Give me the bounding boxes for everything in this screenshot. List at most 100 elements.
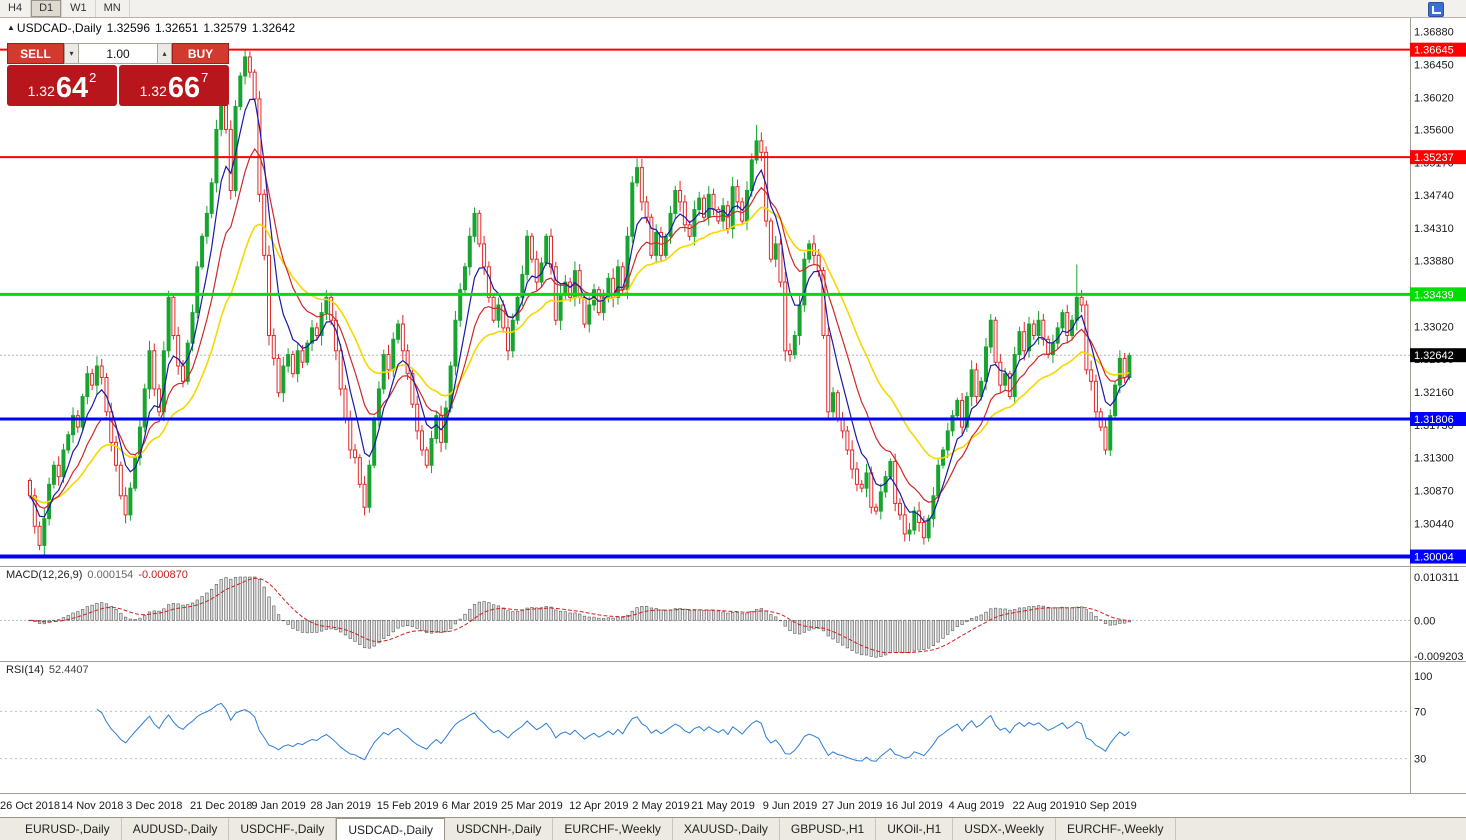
price-badges: 1.36645 1.35237 1.33439 1.31806 1.30004 1.326…: [1410, 42, 1466, 564]
chart-tab-usdcad-daily[interactable]: USDCAD-,Daily: [336, 818, 446, 840]
svg-text:1.33020: 1.33020: [1414, 321, 1454, 333]
svg-text:14 Nov 2018: 14 Nov 2018: [61, 800, 123, 812]
fast-ma-line: [29, 98, 1130, 523]
chart-symbol-period: USDCAD-,Daily: [16, 21, 102, 35]
pane-separators: [0, 18, 1466, 794]
svg-text:1.36020: 1.36020: [1414, 92, 1454, 104]
svg-text:22 Aug 2019: 22 Aug 2019: [1012, 800, 1074, 812]
svg-text:25 Mar 2019: 25 Mar 2019: [501, 800, 563, 812]
svg-text:21 Dec 2018: 21 Dec 2018: [190, 800, 252, 812]
svg-text:1.36880: 1.36880: [1414, 27, 1454, 39]
buy-price-prefix: 1.32: [139, 83, 167, 99]
svg-text:100: 100: [1414, 671, 1432, 683]
ohlc-close: 1.32642: [251, 21, 296, 35]
svg-text:1.35600: 1.35600: [1414, 124, 1454, 136]
timeframe-button-h4[interactable]: H4: [0, 0, 32, 17]
svg-text:12 Apr 2019: 12 Apr 2019: [569, 800, 628, 812]
sell-button[interactable]: SELL: [7, 43, 64, 64]
svg-text:1.35237: 1.35237: [1414, 152, 1454, 164]
svg-text:1.31300: 1.31300: [1414, 453, 1454, 465]
timeframe-button-mn[interactable]: MN: [96, 0, 130, 17]
svg-text:0.00: 0.00: [1414, 615, 1435, 627]
svg-text:1.30004: 1.30004: [1414, 552, 1454, 564]
timeframe-button-d1[interactable]: D1: [31, 0, 63, 17]
slow-ma-line: [29, 206, 1130, 504]
svg-text:1.30440: 1.30440: [1414, 518, 1454, 530]
ohlc-low: 1.32579: [203, 21, 247, 35]
svg-text:28 Jan 2019: 28 Jan 2019: [310, 800, 371, 812]
svg-text:2 May 2019: 2 May 2019: [632, 800, 689, 812]
chart-tab-usdcnh-daily[interactable]: USDCNH-,Daily: [445, 818, 554, 840]
svg-text:1.34310: 1.34310: [1414, 223, 1454, 235]
chart-tab-eurchf-weekly[interactable]: EURCHF-,Weekly: [1056, 818, 1176, 840]
svg-text:21 May 2019: 21 May 2019: [691, 800, 755, 812]
sell-price-prefix: 1.32: [27, 83, 55, 99]
macd-main-value: 0.000154: [87, 569, 134, 581]
svg-text:1.36645: 1.36645: [1414, 45, 1454, 57]
svg-text:1.36450: 1.36450: [1414, 60, 1454, 72]
buy-price-pip: 7: [201, 70, 209, 85]
sell-price-display[interactable]: 1.32 64 2: [7, 65, 117, 106]
svg-text:9 Jun 2019: 9 Jun 2019: [763, 800, 817, 812]
macd-pane: [0, 576, 1410, 658]
svg-text:70: 70: [1414, 706, 1426, 718]
svg-text:9 Jan 2019: 9 Jan 2019: [251, 800, 305, 812]
buy-price-display[interactable]: 1.32 66 7: [119, 65, 229, 106]
chart-tab-gbpusd-h1[interactable]: GBPUSD-,H1: [780, 818, 877, 840]
date-axis[interactable]: 26 Oct 2018 14 Nov 2018 3 Dec 2018 21 Dec 2…: [0, 800, 1137, 812]
buy-button[interactable]: BUY: [172, 43, 229, 64]
svg-text:1.34740: 1.34740: [1414, 190, 1454, 202]
svg-text:1.33439: 1.33439: [1414, 289, 1454, 301]
macd-signal-line: [29, 577, 1130, 654]
svg-text:16 Jul 2019: 16 Jul 2019: [886, 800, 943, 812]
chart-tab-usdchf-daily[interactable]: USDCHF-,Daily: [229, 818, 337, 840]
symbol-arrow-icon: ▲: [7, 23, 15, 32]
timeframe-buttons: H4 D1 W1 MN: [0, 0, 130, 17]
svg-text:6 Mar 2019: 6 Mar 2019: [442, 800, 498, 812]
rsi-value: 52.4407: [48, 664, 89, 676]
chart-tab-usdx-weekly[interactable]: USDX-,Weekly: [953, 818, 1057, 840]
timeframe-button-w1[interactable]: W1: [62, 0, 96, 17]
mid-ma-line: [29, 147, 1130, 509]
buy-price-digits: 66: [167, 72, 201, 104]
sell-price-pip: 2: [89, 70, 97, 85]
moving-averages: [29, 98, 1130, 523]
volume-decrease-button[interactable]: ▾: [64, 43, 79, 64]
chart-tab-eurusd-daily[interactable]: EURUSD-,Daily: [14, 818, 122, 840]
macd-indicator-label: MACD(12,26,9) 0.000154 -0.000870: [6, 569, 193, 581]
svg-text:-0.009203: -0.009203: [1414, 651, 1464, 663]
chart-tab-eurchf-weekly[interactable]: EURCHF-,Weekly: [553, 818, 673, 840]
rsi-pane: [0, 702, 1410, 762]
svg-text:15 Feb 2019: 15 Feb 2019: [377, 800, 439, 812]
svg-text:1.31806: 1.31806: [1414, 414, 1454, 426]
price-axis[interactable]: 1.368801.364501.360201.356001.351701.347…: [1414, 27, 1464, 766]
support-resistance-lines: [0, 48, 1410, 559]
svg-text:10 Sep 2019: 10 Sep 2019: [1074, 800, 1136, 812]
chart-title: ▲ USDCAD-,Daily 1.32596 1.32651 1.32579 1.326…: [7, 21, 300, 35]
volume-input[interactable]: [79, 43, 157, 64]
svg-text:1.32642: 1.32642: [1414, 350, 1454, 362]
svg-text:3 Dec 2018: 3 Dec 2018: [126, 800, 182, 812]
macd-signal-value: -0.000870: [138, 569, 188, 581]
toolbar-right-icon[interactable]: [1428, 2, 1444, 17]
svg-text:0.010311: 0.010311: [1414, 572, 1459, 584]
chart-tab-ukoil-h1[interactable]: UKOil-,H1: [876, 818, 954, 840]
timeframe-toolbar: H4 D1 W1 MN: [0, 0, 1466, 18]
svg-text:1.30870: 1.30870: [1414, 485, 1454, 497]
chart-tab-xauusd-daily[interactable]: XAUUSD-,Daily: [673, 818, 780, 840]
sell-price-digits: 64: [55, 72, 89, 104]
chart-tab-audusd-daily[interactable]: AUDUSD-,Daily: [122, 818, 230, 840]
ohlc-open: 1.32596: [106, 21, 150, 35]
svg-text:1.32160: 1.32160: [1414, 387, 1454, 399]
chart-canvas[interactable]: 1.368801.364501.360201.356001.351701.347…: [0, 0, 1466, 817]
rsi-line: [96, 702, 1130, 762]
volume-increase-button[interactable]: ▴: [157, 43, 172, 64]
svg-text:1.33880: 1.33880: [1414, 256, 1454, 268]
svg-text:4 Aug 2019: 4 Aug 2019: [949, 800, 1005, 812]
chart-tabs-bar: EURUSD-,Daily AUDUSD-,Daily USDCHF-,Daily U…: [0, 817, 1466, 840]
macd-name: MACD(12,26,9): [6, 569, 83, 581]
svg-text:30: 30: [1414, 754, 1426, 766]
rsi-indicator-label: RSI(14) 52.4407: [6, 664, 94, 676]
